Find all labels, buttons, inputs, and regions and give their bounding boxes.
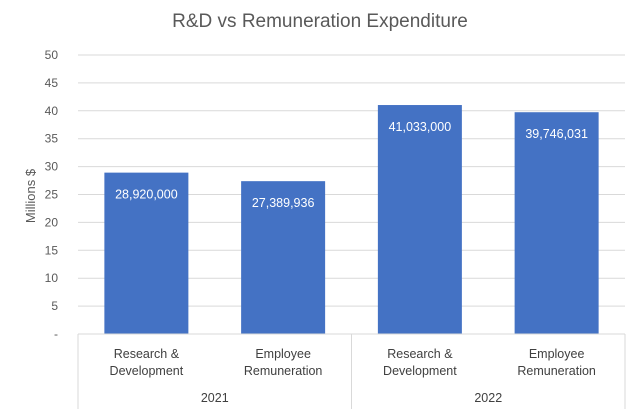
y-tick-label: 10: [45, 271, 59, 285]
bars: [104, 105, 599, 334]
x-tick-label: Employee: [255, 347, 311, 361]
x-tick-label: Remuneration: [244, 364, 323, 378]
bar: [241, 181, 326, 334]
y-axis-label: Millions $: [23, 168, 38, 223]
x-tick-label: Remuneration: [517, 364, 596, 378]
x-tick-label: Employee: [529, 347, 585, 361]
x-axis: Research & Development Employee Remuneratio…: [77, 333, 626, 409]
data-labels: 28,920,000 27,389,936 41,033,000 39,746,031: [115, 120, 588, 210]
y-tick-label: 25: [45, 188, 59, 202]
chart-title: R&D vs Remuneration Expenditure: [172, 11, 468, 32]
y-axis-ticks: - 5 10 15 20 25 30 35 40 45 50: [45, 48, 59, 341]
y-tick-label: 50: [45, 48, 59, 62]
x-tick-label: Development: [383, 364, 457, 378]
x-tick-label: Research &: [114, 347, 180, 361]
data-label: 28,920,000: [115, 188, 178, 202]
x-tick-label: Research &: [387, 347, 453, 361]
bar: [514, 112, 599, 334]
group-label: 2022: [474, 391, 502, 405]
y-tick-label: 30: [45, 160, 59, 174]
bar: [104, 172, 189, 334]
group-label: 2021: [201, 391, 229, 405]
data-label: 39,746,031: [525, 127, 588, 141]
y-tick-label: -: [54, 327, 58, 341]
y-tick-label: 40: [45, 104, 59, 118]
y-tick-label: 45: [45, 76, 59, 90]
bar: [377, 105, 462, 334]
data-label: 27,389,936: [252, 196, 315, 210]
y-tick-label: 35: [45, 132, 59, 146]
x-tick-label: Development: [110, 364, 184, 378]
y-tick-label: 5: [51, 299, 58, 313]
y-tick-label: 20: [45, 215, 59, 229]
y-tick-label: 15: [45, 243, 59, 257]
data-label: 41,033,000: [389, 120, 452, 134]
